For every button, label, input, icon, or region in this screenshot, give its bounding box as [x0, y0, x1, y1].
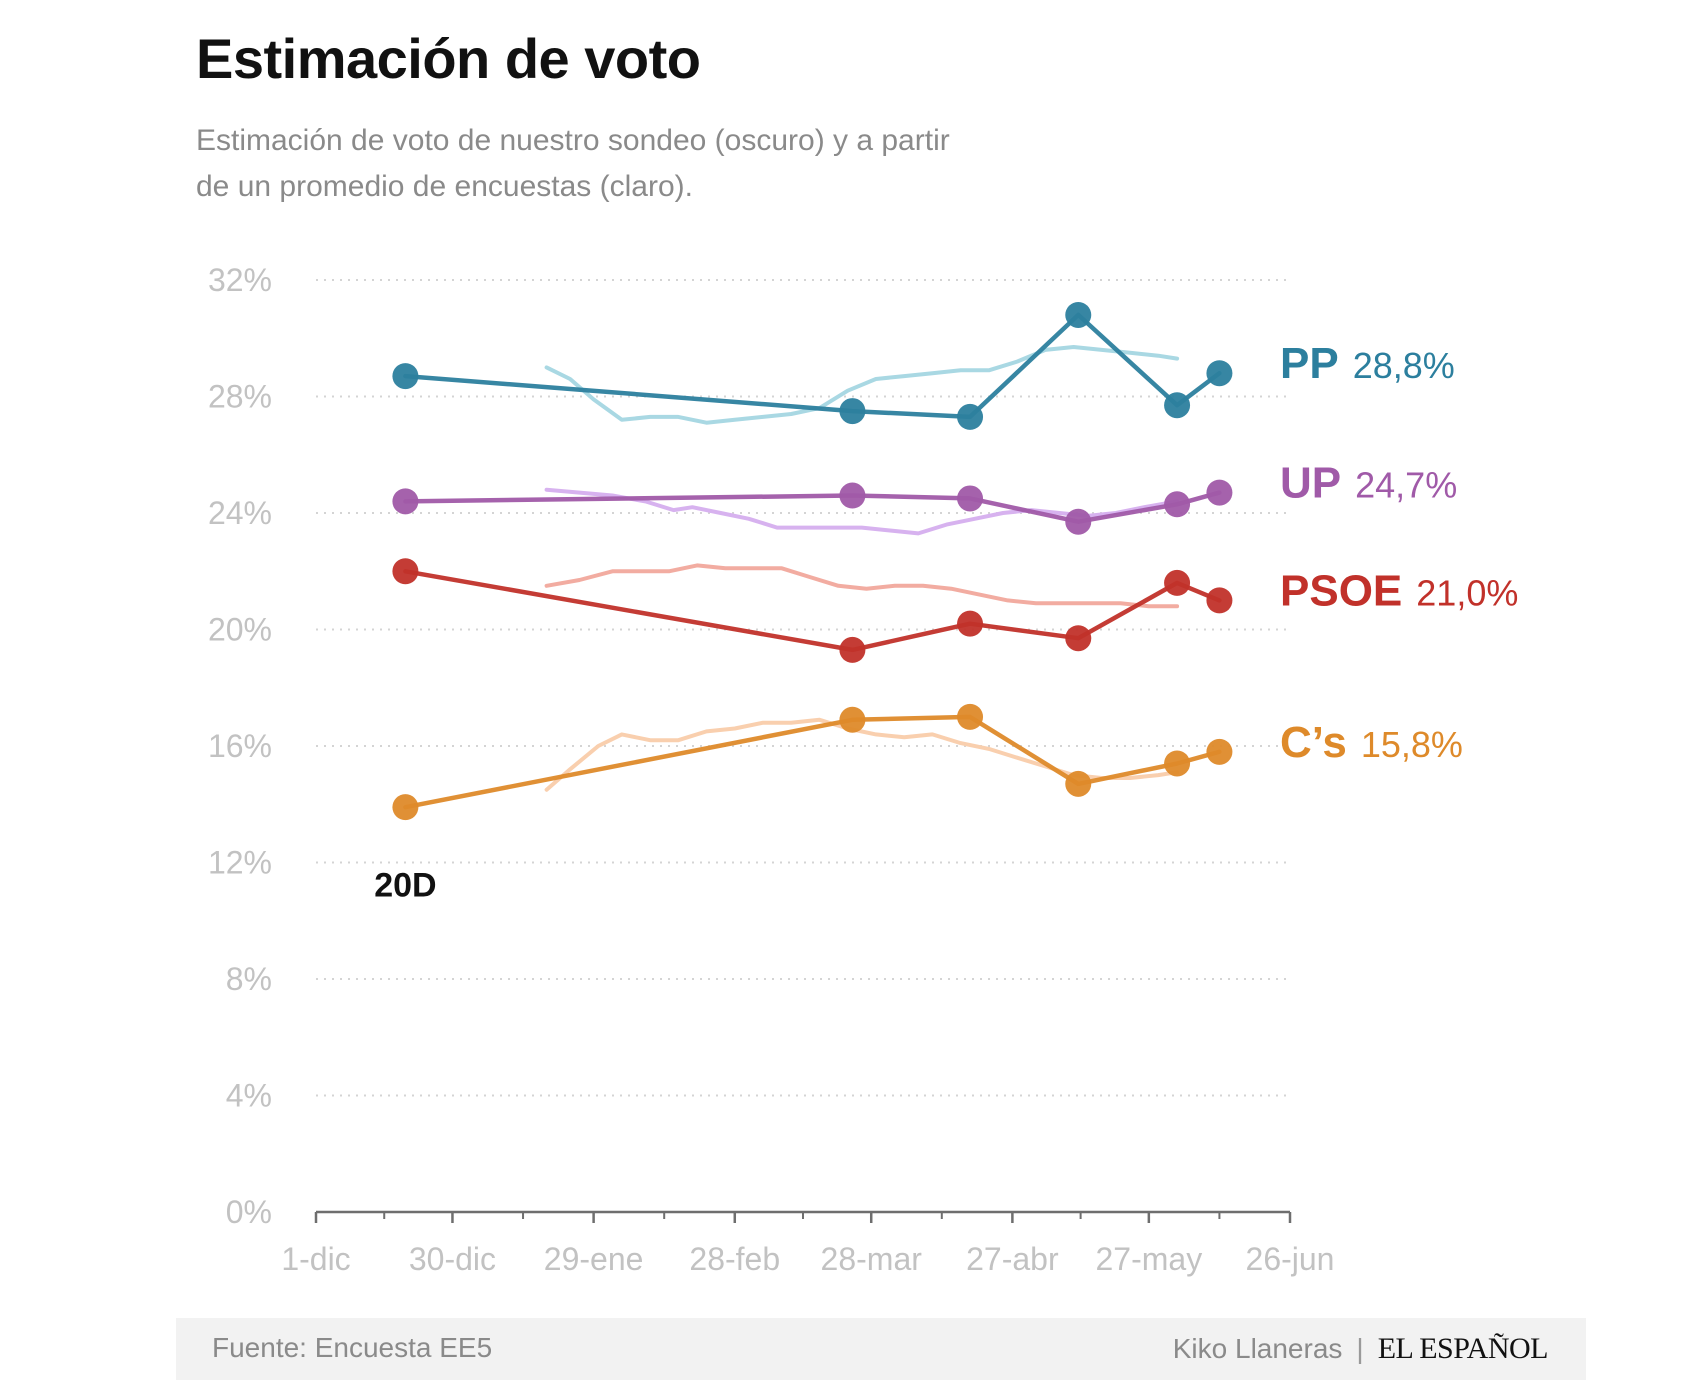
- series-labels: PP 28,8% UP 24,7% PSOE 21,0% C’s 15,8%: [1280, 339, 1518, 767]
- y-tick-label: 16%: [208, 728, 272, 764]
- series-label-up: UP 24,7%: [1280, 459, 1457, 508]
- survey-line-psoe: [403, 569, 1222, 653]
- survey-line-up: [403, 490, 1222, 524]
- survey-line-cs: [403, 714, 1222, 810]
- y-tick-label: 32%: [208, 262, 272, 298]
- x-tick-label: 1-dic: [281, 1241, 350, 1277]
- y-tick-label: 20%: [208, 612, 272, 648]
- survey-point-psoe: [839, 636, 866, 663]
- y-tick-label: 28%: [208, 379, 272, 415]
- source-note: Fuente: Encuesta EE5: [212, 1332, 493, 1363]
- series-value-pp: 28,8%: [1353, 345, 1455, 386]
- survey-point-up: [1164, 491, 1191, 518]
- survey-point-up: [392, 488, 419, 515]
- y-tick-label: 24%: [208, 495, 272, 531]
- y-axis-ticks: 0% 4% 8% 12% 16% 20% 24% 28% 32%: [208, 262, 272, 1230]
- x-tick-label: 26-jun: [1246, 1241, 1335, 1277]
- series-value-up: 24,7%: [1355, 465, 1457, 506]
- survey-point-pp: [392, 363, 419, 390]
- y-tick-label: 8%: [226, 961, 272, 997]
- survey-point-psoe: [392, 558, 419, 585]
- survey-point-cs: [839, 706, 866, 733]
- survey-point-psoe: [1206, 587, 1233, 614]
- x-tick-label: 27-abr: [966, 1241, 1059, 1277]
- y-tick-label: 0%: [226, 1194, 272, 1230]
- survey-point-up: [1206, 479, 1233, 506]
- survey-point-up: [1065, 508, 1092, 535]
- series-label-pp: PP 28,8%: [1280, 339, 1455, 388]
- annotation-20d: 20D: [374, 867, 436, 905]
- average-line-psoe: [544, 563, 1180, 609]
- survey-point-up: [957, 485, 984, 512]
- chart-title: Estimación de voto: [196, 27, 701, 90]
- x-axis: 1-dic 30-dic 29-ene 28-feb 28-mar 27-abr 27-ma…: [281, 1210, 1335, 1277]
- series-name-pp: PP: [1280, 339, 1339, 388]
- survey-point-pp: [1206, 360, 1233, 387]
- survey-point-pp: [839, 398, 866, 425]
- survey-point-pp: [1065, 301, 1092, 328]
- survey-point-cs: [392, 794, 419, 821]
- x-tick-label: 28-feb: [689, 1241, 780, 1277]
- publisher-logo: EL ESPAÑOL: [1377, 1332, 1549, 1365]
- x-tick-label: 30-dic: [409, 1241, 496, 1277]
- series-name-psoe: PSOE: [1280, 566, 1402, 615]
- credit: Kiko Llaneras | EL ESPAÑOL: [1172, 1332, 1549, 1366]
- survey-point-cs: [1164, 750, 1191, 777]
- chart-subtitle: Estimación de voto de nuestro sondeo (os…: [196, 124, 950, 203]
- survey-point-pp: [957, 403, 984, 430]
- x-tick-label: 27-may: [1095, 1241, 1202, 1277]
- survey-point-cs: [957, 703, 984, 730]
- survey-point-cs: [1206, 738, 1233, 765]
- series-label-cs: C’s 15,8%: [1280, 718, 1463, 767]
- grid-lines: [316, 279, 1290, 1097]
- separator: |: [1356, 1333, 1364, 1364]
- line-chart: 0% 4% 8% 12% 16% 20% 24% 28% 32% 1-dic 30-dic 29-e…: [208, 262, 1518, 1277]
- footer: Fuente: Encuesta EE5 Kiko Llaneras | EL ES…: [176, 1318, 1586, 1380]
- author-name: Kiko Llaneras: [1172, 1333, 1343, 1364]
- survey-point-pp: [1164, 392, 1191, 419]
- y-tick-label: 4%: [226, 1078, 272, 1114]
- survey-point-psoe: [957, 610, 984, 637]
- survey-point-psoe: [1065, 625, 1092, 652]
- survey-lines: [392, 301, 1233, 821]
- y-tick-label: 12%: [208, 845, 272, 881]
- average-line-pp: [544, 345, 1180, 425]
- survey-point-psoe: [1164, 569, 1191, 596]
- x-tick-label: 28-mar: [821, 1241, 923, 1277]
- series-value-cs: 15,8%: [1361, 724, 1463, 765]
- series-value-psoe: 21,0%: [1416, 572, 1518, 613]
- survey-line-pp: [403, 312, 1222, 420]
- annotations: 20D: [374, 867, 436, 905]
- survey-point-up: [839, 482, 866, 509]
- survey-point-cs: [1065, 770, 1092, 797]
- series-name-up: UP: [1280, 459, 1341, 508]
- x-tick-label: 29-ene: [544, 1241, 644, 1277]
- series-label-psoe: PSOE 21,0%: [1280, 566, 1518, 615]
- series-name-cs: C’s: [1280, 718, 1347, 767]
